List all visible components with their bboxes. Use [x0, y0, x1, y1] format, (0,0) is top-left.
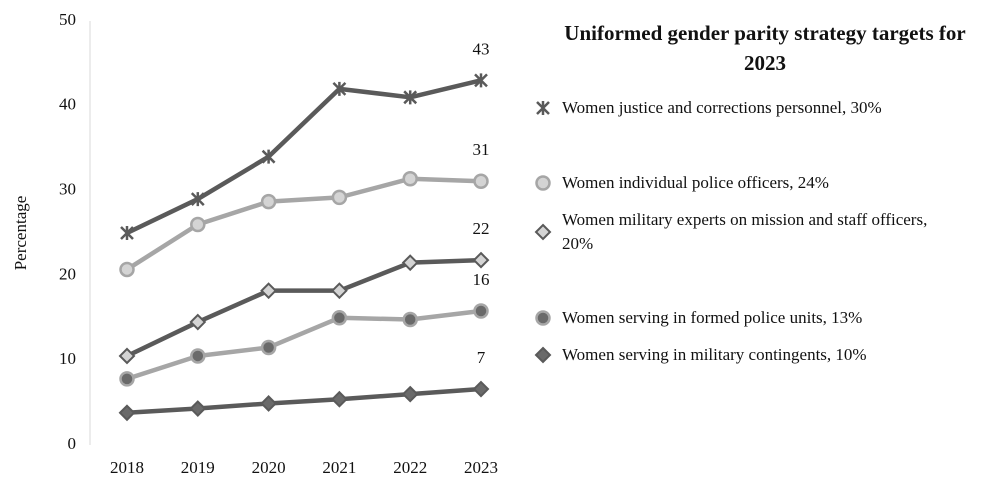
legend-marker — [534, 346, 552, 364]
x-tick-label: 2018 — [110, 458, 144, 477]
y-tick-label: 40 — [59, 95, 76, 114]
x-tick-label: 2022 — [393, 458, 427, 477]
marker — [189, 400, 207, 417]
marker — [331, 310, 348, 326]
legend-label: Women individual police officers, 24% — [562, 173, 829, 192]
y-tick-label: 10 — [59, 349, 76, 368]
legend-marker — [534, 223, 552, 241]
marker — [260, 395, 278, 412]
x-tick-label: 2019 — [181, 458, 215, 477]
marker — [403, 90, 418, 105]
marker — [189, 313, 207, 331]
marker — [260, 339, 277, 356]
x-tick-label: 2023 — [464, 458, 498, 477]
marker — [330, 282, 348, 300]
marker — [401, 254, 419, 272]
series-line — [125, 176, 482, 272]
legend-title: Uniformed gender parity strategy targets… — [564, 21, 966, 75]
data-label: 31 — [473, 140, 490, 159]
legend-marker — [535, 310, 551, 326]
legend-item: Women serving in military contingents, 1… — [532, 343, 992, 367]
data-label: 43 — [473, 39, 490, 58]
marker — [190, 348, 206, 364]
data-label: 22 — [473, 219, 490, 238]
legend-item: Women military experts on mission and st… — [532, 208, 992, 256]
y-tick-label: 50 — [59, 10, 76, 29]
marker — [534, 223, 552, 241]
marker — [260, 193, 277, 210]
series-line — [126, 308, 482, 381]
marker — [473, 303, 489, 319]
x-tick-label: 2020 — [252, 458, 286, 477]
marker — [474, 73, 488, 88]
marker — [261, 149, 276, 164]
marker — [118, 404, 136, 422]
marker — [190, 216, 206, 233]
marker — [402, 311, 418, 328]
marker — [332, 81, 347, 96]
legend-item: Women justice and corrections personnel,… — [532, 96, 992, 120]
marker — [330, 390, 348, 408]
legend-item: Women individual police officers, 24% — [532, 171, 992, 195]
legend-item: Women serving in formed police units, 13… — [532, 306, 992, 330]
legend-marker — [536, 101, 550, 115]
legend-label: Women serving in formed police units, 13… — [562, 308, 863, 327]
legend-marker — [535, 175, 551, 191]
marker — [401, 385, 419, 403]
marker — [535, 310, 551, 326]
marker — [402, 170, 418, 187]
legend-label: Women military experts on mission and st… — [562, 210, 928, 253]
marker — [331, 189, 348, 206]
series-line — [126, 78, 482, 236]
marker — [536, 101, 550, 115]
marker — [473, 173, 489, 190]
y-tick-label: 30 — [59, 180, 76, 199]
marker — [472, 251, 490, 269]
y-axis-label: Percentage — [11, 196, 30, 271]
marker — [118, 347, 136, 365]
marker — [190, 192, 205, 207]
marker — [472, 380, 490, 398]
y-tick-label: 0 — [68, 434, 77, 453]
marker — [535, 175, 551, 191]
data-label: 16 — [473, 270, 490, 289]
series-line — [126, 257, 482, 358]
legend-label: Women justice and corrections personnel,… — [562, 98, 882, 117]
legend-label: Women serving in military contingents, 1… — [562, 345, 867, 364]
marker — [534, 346, 552, 364]
marker — [120, 226, 134, 240]
x-tick-label: 2021 — [322, 458, 356, 477]
marker — [119, 371, 135, 387]
series-line — [126, 386, 482, 416]
marker — [260, 282, 278, 300]
y-tick-label: 20 — [59, 264, 76, 283]
marker — [119, 261, 135, 278]
data-label: 7 — [477, 348, 486, 367]
